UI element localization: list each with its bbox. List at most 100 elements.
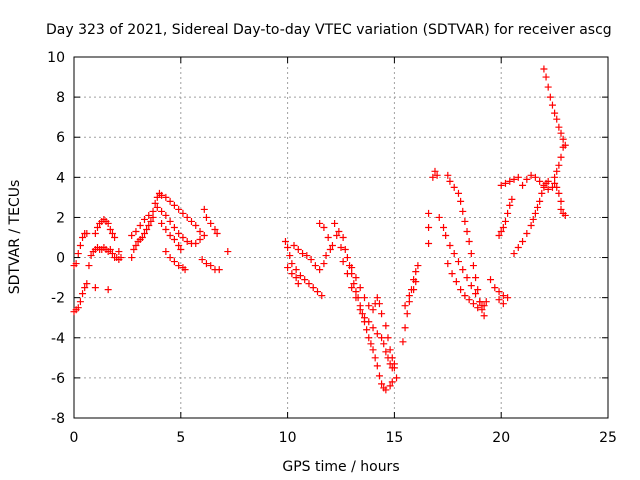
data-point [348,264,356,272]
data-point [200,231,208,239]
data-point [510,175,518,183]
data-point [544,185,552,193]
data-point [192,221,200,229]
series-arc-j [198,205,232,274]
data-point [316,219,324,227]
data-point [401,302,409,310]
data-point [425,223,433,231]
data-point [487,276,495,284]
data-point [290,242,298,250]
data-point [132,242,140,250]
series-arc-e [128,213,157,262]
data-point [76,242,84,250]
data-point [551,173,559,181]
data-point [531,209,539,217]
data-point [166,197,174,205]
data-point [181,266,189,274]
data-point [365,318,373,326]
data-point [480,312,488,320]
data-point [495,288,503,296]
series-arc-f [128,189,208,239]
data-point [371,354,379,362]
y-tick-label: 2 [56,210,65,226]
data-point [320,260,328,268]
data-point [175,262,183,270]
data-point [553,167,561,175]
data-point [501,179,509,187]
data-point [211,225,219,233]
data-point [202,213,210,221]
data-point [358,310,366,318]
data-point [363,326,371,334]
data-point [294,280,302,288]
data-point [448,270,456,278]
data-point [457,197,465,205]
data-point [93,223,101,231]
data-point [311,262,319,270]
data-point [350,280,358,288]
data-point [378,310,386,318]
data-point [331,219,339,227]
data-point [536,177,544,185]
data-point [465,238,473,246]
data-point [158,191,166,199]
data-point [534,203,542,211]
data-point [457,286,465,294]
data-point [482,298,490,306]
data-point [555,161,563,169]
data-point [536,197,544,205]
data-point [356,284,364,292]
data-point [399,338,407,346]
data-point [79,234,87,241]
data-point [166,217,174,225]
data-point [130,246,138,254]
y-tick-label: -8 [51,411,65,427]
x-tick-label: 10 [279,430,297,446]
data-point [450,250,458,258]
data-point [140,229,148,237]
data-point [162,248,170,256]
data-point [527,171,535,179]
series-arc-t [444,260,490,312]
data-point [459,266,467,274]
data-point [343,270,351,278]
data-point [382,348,390,356]
data-point [559,143,567,151]
data-point [555,123,563,131]
data-point [162,193,170,201]
chart-title: Day 323 of 2021, Sidereal Day-to-day VTE… [46,22,612,38]
data-point [433,171,441,179]
data-point [281,238,289,246]
data-point [352,288,360,296]
data-point [115,248,123,256]
grid [74,57,608,418]
data-point [294,246,302,254]
x-tick-label: 25 [599,430,617,446]
data-point [147,217,155,225]
data-point [553,115,561,123]
data-point [472,274,480,282]
data-point [446,177,454,185]
data-point [386,382,394,390]
series-arc-l [284,242,334,288]
data-point [388,354,396,362]
data-point [284,264,292,272]
data-point [557,129,565,137]
series-arc-m [316,219,396,394]
data-point [356,306,364,314]
data-point [292,274,300,282]
data-point [316,266,324,274]
data-point [373,330,381,338]
series-arc-z [540,65,569,181]
data-point [540,65,548,73]
data-point [548,101,556,109]
data-point [412,268,420,276]
y-tick-label: 8 [56,90,65,106]
data-point [352,294,360,302]
data-point [324,234,332,241]
data-point [328,242,336,250]
data-point [151,199,159,207]
data-point [497,227,505,235]
data-point [83,229,91,237]
y-tick-label: 6 [56,130,65,146]
